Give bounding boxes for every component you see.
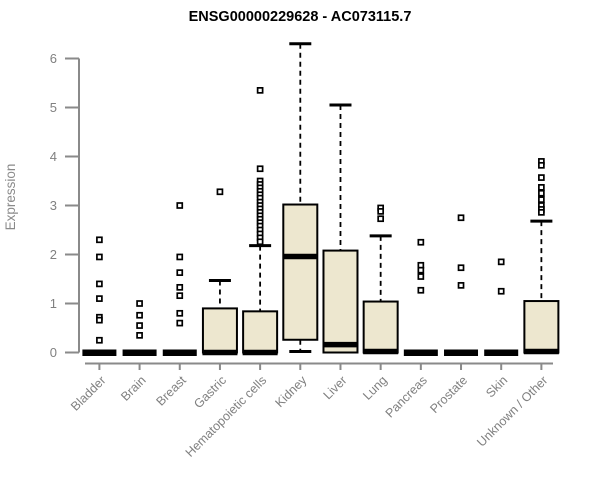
- outlier-point: [176, 269, 184, 276]
- outlier-point: [96, 336, 103, 344]
- outlier-point: [417, 266, 425, 274]
- x-tick-label: Bladder: [68, 373, 108, 413]
- outlier-point: [417, 286, 425, 294]
- outlier-point: [377, 215, 385, 223]
- y-tick-label: 6: [50, 51, 57, 66]
- y-tick-label: 5: [50, 100, 57, 115]
- outlier-point: [497, 258, 505, 266]
- outlier-point: [457, 214, 465, 222]
- outlier-point: [256, 238, 264, 246]
- x-tick-label-group: Lung: [360, 373, 390, 403]
- y-axis-label: Expression: [3, 164, 18, 231]
- x-tick-label-group: Brain: [118, 373, 149, 404]
- outlier-point: [176, 319, 184, 327]
- collapsed-box: [82, 349, 117, 356]
- x-tick-label: Pancreas: [383, 373, 430, 420]
- x-tick-label: Brain: [118, 373, 149, 404]
- outlier-point: [538, 174, 545, 181]
- outlier-point: [538, 184, 545, 191]
- iqr-box: [201, 307, 238, 354]
- box-brain: [122, 300, 157, 356]
- outlier-point: [96, 253, 103, 261]
- outlier-point: [538, 189, 545, 197]
- x-tick-label-group: Skin: [483, 373, 510, 400]
- iqr-box: [242, 310, 279, 354]
- outlier-point: [538, 161, 545, 169]
- outlier-point: [176, 202, 184, 209]
- box-lung: [362, 204, 399, 355]
- x-tick-label-group: Bladder: [68, 373, 108, 413]
- outlier-point: [538, 196, 545, 203]
- chart-title: ENSG00000229628 - AC073115.7: [189, 9, 412, 25]
- outlier-point: [457, 282, 465, 289]
- x-tick-label: Kidney: [272, 373, 309, 410]
- collapsed-box: [403, 349, 438, 356]
- y-tick-label: 3: [50, 198, 57, 213]
- outlier-point: [457, 264, 465, 272]
- outlier-point: [136, 300, 143, 307]
- box-pancreas: [403, 238, 438, 356]
- outlier-point: [136, 332, 143, 339]
- x-tick-label-group: Unknown / Other: [474, 373, 550, 449]
- outlier-point: [417, 273, 425, 280]
- iqr-box: [282, 203, 319, 341]
- box-skin: [484, 258, 519, 356]
- x-tick-label-group: Gastric: [191, 373, 229, 411]
- y-tick-label: 4: [50, 149, 57, 164]
- outlier-point: [256, 86, 264, 94]
- outlier-point: [538, 209, 545, 216]
- x-tick-label: Lung: [360, 373, 390, 403]
- x-tick-label: Unknown / Other: [474, 373, 550, 449]
- outlier-point: [176, 292, 184, 300]
- x-tick-label: Liver: [321, 373, 350, 402]
- outlier-point: [176, 309, 184, 317]
- outlier-point: [96, 316, 103, 324]
- outlier-point: [96, 280, 103, 288]
- box-gastric: [201, 188, 238, 356]
- box-prostate: [444, 214, 479, 356]
- collapsed-box: [122, 349, 157, 356]
- iqr-box: [523, 300, 560, 354]
- outlier-point: [497, 287, 505, 295]
- collapsed-box: [484, 349, 519, 356]
- collapsed-box: [162, 349, 197, 356]
- y-tick-label: 1: [50, 296, 57, 311]
- outlier-point: [96, 295, 103, 302]
- boxes-group: [82, 42, 560, 356]
- collapsed-box: [444, 349, 479, 356]
- box-unknown-other: [523, 158, 560, 355]
- box-breast: [162, 202, 197, 356]
- x-tick-label-group: Kidney: [272, 373, 309, 410]
- box-kidney: [282, 42, 319, 354]
- outlier-point: [176, 253, 184, 261]
- iqr-box: [362, 300, 399, 354]
- outlier-point: [256, 165, 264, 173]
- x-tick-label-group: Prostate: [427, 373, 470, 416]
- y-tick-label: 0: [50, 345, 57, 360]
- iqr-box: [322, 249, 359, 354]
- box-liver: [322, 103, 359, 354]
- box-bladder: [82, 236, 117, 356]
- outlier-point: [96, 236, 103, 244]
- x-tick-label: Breast: [153, 373, 189, 409]
- outlier-point: [216, 188, 224, 196]
- x-tick-label: Skin: [483, 373, 510, 400]
- x-tick-label: Prostate: [427, 373, 470, 416]
- outlier-point: [136, 322, 143, 329]
- x-tick-label-group: Breast: [153, 373, 189, 409]
- x-tick-label: Gastric: [191, 373, 229, 411]
- box-hematopoietic-cells: [242, 86, 279, 356]
- outlier-point: [176, 283, 184, 291]
- x-tick-label-group: Liver: [321, 373, 350, 402]
- outlier-point: [136, 311, 143, 319]
- outlier-point: [377, 208, 385, 215]
- y-tick-label: 2: [50, 247, 57, 262]
- x-tick-label-group: Pancreas: [383, 373, 430, 420]
- outlier-point: [417, 238, 425, 246]
